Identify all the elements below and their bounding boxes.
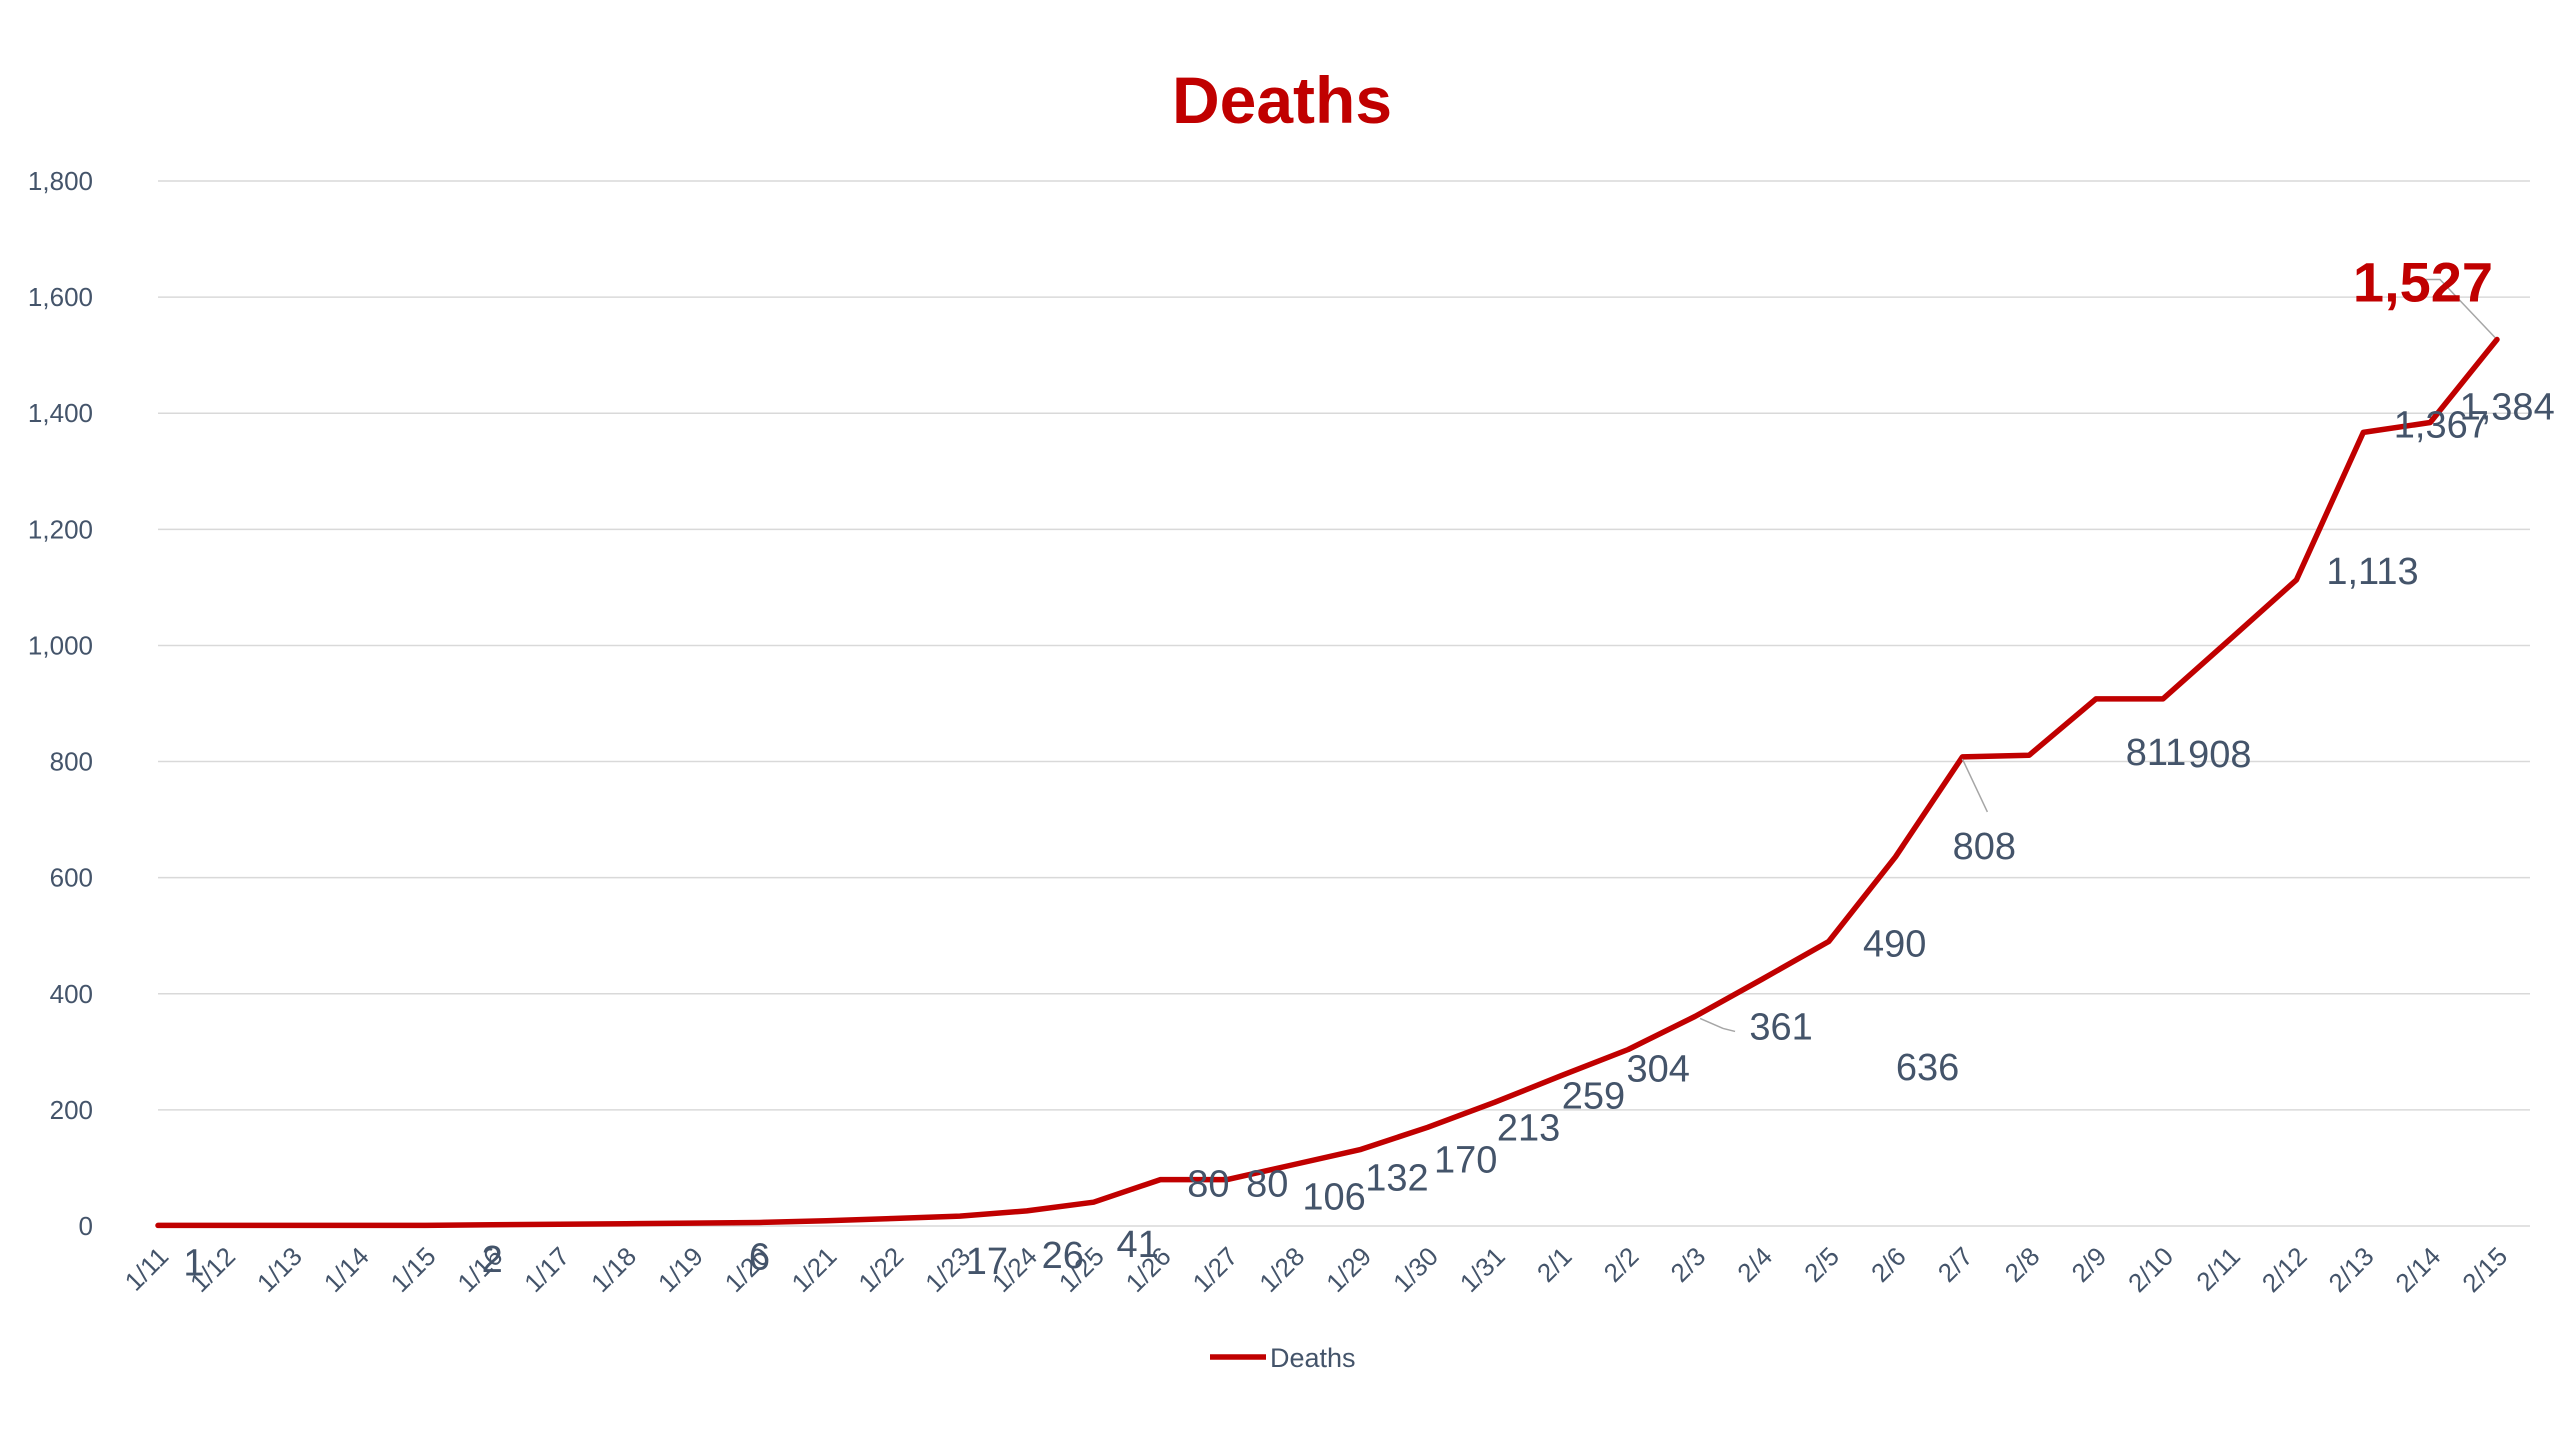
y-tick-label: 1,000 [28,630,93,660]
data-label: 1,113 [2326,551,2418,593]
x-tick-label: 1/18 [585,1241,642,1298]
x-tick-label: 2/11 [2190,1241,2246,1297]
x-tick-label: 2/2 [1598,1241,1645,1288]
x-tick-label: 1/19 [652,1241,709,1298]
data-label: 1,384 [2460,387,2555,429]
y-tick-label: 1,600 [28,282,93,312]
data-label-highlight: 1,527 [2353,250,2493,313]
data-label: 304 [1627,1049,1690,1091]
x-tick-label: 2/7 [1932,1241,1979,1288]
y-axis-tick-labels: 0 200 400 600 800 1,000 1,200 1,400 1,600 1,800 [28,166,93,1241]
data-label: 80 [1246,1164,1288,1206]
x-tick-label: 1/31 [1454,1241,1511,1298]
data-label: 213 [1497,1107,1560,1149]
x-tick-label: 2/6 [1865,1241,1912,1288]
x-tick-label: 1/21 [786,1241,843,1298]
data-label: 811 [2126,732,2187,774]
label-leader-line [1699,1017,1736,1033]
x-tick-label: 2/13 [2323,1241,2380,1298]
gridlines [158,180,2530,1227]
data-label: 1,367 [2394,404,2489,446]
x-tick-label: 1/28 [1253,1241,1310,1298]
x-tick-label: 1/27 [1187,1241,1244,1298]
x-tick-label: 2/1 [1531,1241,1578,1288]
y-tick-label: 1,200 [28,514,93,544]
data-label: 361 [1749,1006,1812,1048]
x-tick-label: 2/14 [2389,1241,2446,1298]
deaths-series-line [155,336,2500,1229]
y-tick-label: 400 [50,979,93,1009]
x-tick-label: 2/3 [1665,1241,1712,1288]
x-axis-tick-labels: 1/11 1/12 1/13 1/14 1/15 1/16 1/17 1/18 1/19 1/20… [119,1241,2514,1298]
data-label: 17 [966,1241,1008,1283]
x-tick-label: 2/12 [2256,1241,2313,1298]
data-label: 170 [1434,1139,1497,1181]
label-leader-lines [1699,278,2496,1033]
label-leader-line [1961,758,1989,813]
data-label: 808 [1953,826,2016,868]
x-tick-label: 2/5 [1798,1241,1845,1288]
x-tick-label: 1/22 [852,1241,909,1298]
legend-label: Deaths [1270,1343,1356,1373]
data-label: 80 [1187,1164,1229,1206]
label-leader-line [2424,278,2496,339]
x-tick-label: 1/15 [385,1241,442,1298]
y-tick-label: 0 [79,1211,93,1241]
x-tick-label: 2/9 [2065,1241,2112,1288]
x-tick-label: 1/29 [1320,1241,1377,1298]
y-tick-label: 1,400 [28,398,93,428]
series-lines [155,336,2500,1229]
data-label: 6 [749,1237,770,1279]
data-label: 490 [1863,924,1926,966]
data-label: 1 [183,1242,204,1284]
data-label: 26 [1042,1235,1084,1277]
y-tick-label: 600 [50,863,93,893]
y-tick-label: 800 [50,747,93,777]
x-tick-label: 1/30 [1387,1241,1444,1298]
y-tick-label: 1,800 [28,166,93,196]
data-label: 132 [1365,1157,1428,1199]
data-label: 2 [482,1239,503,1281]
data-label: 106 [1302,1176,1365,1218]
chart-title: Deaths [1172,63,1392,137]
x-tick-label: 2/8 [1999,1241,2046,1288]
data-label: 41 [1116,1224,1158,1266]
x-tick-label: 2/15 [2456,1241,2513,1298]
x-tick-label: 1/13 [251,1241,308,1298]
x-tick-label: 2/4 [1731,1241,1778,1288]
legend: Deaths [1210,1343,1356,1373]
x-tick-label: 1/11 [119,1241,175,1297]
data-label: 636 [1896,1047,1959,1089]
y-tick-label: 200 [50,1095,93,1125]
data-label: 908 [2188,734,2251,776]
x-tick-label: 2/10 [2122,1241,2179,1298]
data-label: 259 [1562,1076,1625,1118]
x-tick-label: 1/17 [518,1241,575,1298]
x-tick-label: 1/14 [318,1241,375,1298]
